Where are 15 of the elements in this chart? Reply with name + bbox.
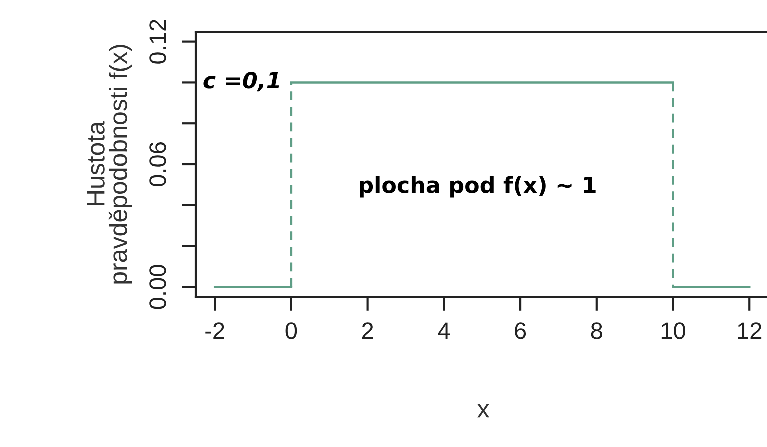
x-tick-label: 10 bbox=[662, 322, 686, 340]
x-axis-title: x bbox=[478, 404, 490, 418]
y-tick-label: 0.12 bbox=[150, 20, 166, 64]
x-tick-label: 0 bbox=[286, 322, 298, 340]
x-tick-label: 6 bbox=[515, 322, 526, 340]
y-tick-label: 0.06 bbox=[150, 142, 166, 187]
x-tick-label: -2 bbox=[206, 322, 224, 340]
x-tick-label: 8 bbox=[591, 322, 602, 340]
x-tick-label: 2 bbox=[362, 322, 374, 340]
annotation: c =0,1 bbox=[204, 72, 280, 92]
y-axis-title: Hustota pravděpodobnosti f(x) bbox=[87, 45, 132, 284]
annotation: plocha pod f(x) ~ 1 bbox=[360, 176, 596, 198]
y-tick-label: 0.00 bbox=[150, 265, 166, 310]
x-tick-label: 12 bbox=[738, 322, 762, 340]
x-tick-label: 4 bbox=[438, 322, 450, 340]
